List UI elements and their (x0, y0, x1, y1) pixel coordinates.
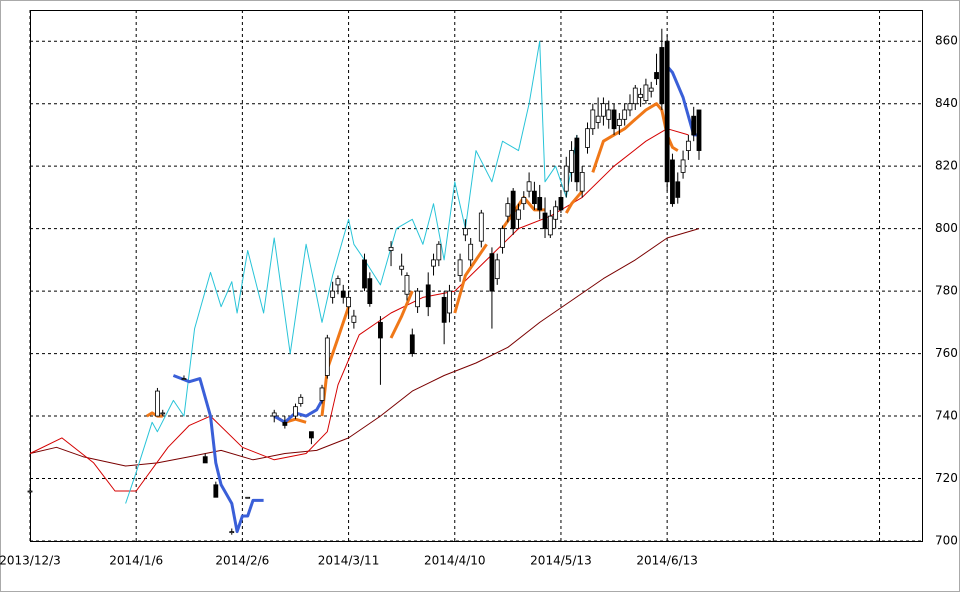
grid (29, 10, 922, 542)
candle-body (664, 40, 670, 183)
candle-body (654, 72, 659, 80)
candle-body (431, 259, 436, 267)
candle-body (595, 115, 601, 123)
candle-body (547, 215, 553, 236)
y-tick-label: 800 (935, 221, 958, 235)
candle-body (367, 278, 373, 305)
candle-body (245, 496, 251, 499)
candle-body (537, 197, 543, 211)
candle-body (282, 421, 288, 426)
candle-body (579, 172, 585, 192)
candle-body (319, 387, 325, 401)
candle-body (532, 190, 537, 205)
candle-body (659, 47, 665, 105)
candle-body (436, 243, 442, 261)
x-tick-label: 2014/2/6 (215, 554, 269, 568)
candle-body (627, 103, 633, 111)
candle-body (643, 84, 649, 101)
x-tick-label: 2014/6/13 (636, 554, 698, 568)
candle-body (510, 190, 516, 230)
y-tick-label: 840 (935, 96, 958, 110)
candle-body (229, 531, 235, 534)
candle-body (468, 243, 474, 261)
line-series (125, 40, 578, 504)
candle-body (590, 109, 596, 130)
candle-body (181, 378, 187, 380)
candle-body (632, 87, 638, 105)
candle-body (441, 296, 447, 323)
candle-body (202, 456, 208, 464)
candle-body (309, 431, 314, 439)
candle-body (691, 115, 697, 136)
candle-body (648, 87, 654, 92)
candle-body (611, 109, 617, 130)
candle-body (638, 93, 643, 98)
candle-body (340, 290, 346, 298)
candle-body (622, 109, 628, 120)
candle-body (616, 118, 622, 126)
candle-body (680, 159, 686, 173)
y-tick-label: 740 (935, 409, 958, 423)
candle-body (516, 209, 521, 220)
candle-body (478, 212, 484, 242)
candle-body (675, 181, 681, 198)
candle-body (27, 490, 33, 493)
candle-body (298, 396, 304, 404)
candle-body (425, 284, 431, 308)
candle-body (553, 206, 559, 220)
candles (27, 28, 702, 535)
candle-body (670, 159, 675, 205)
y-tick-label: 720 (935, 471, 958, 485)
candle-body (601, 103, 606, 117)
y-tick-label: 820 (935, 159, 958, 173)
candle-body (585, 128, 590, 148)
candle-body (500, 228, 505, 248)
candle-body (521, 197, 527, 205)
candle-body (447, 290, 452, 314)
candle-body (293, 406, 298, 417)
labels: 700 720 740 760 780 800 820 840 860 2013/12/3 2014… (0, 34, 958, 568)
candle-body (324, 337, 330, 376)
candle-body (563, 165, 569, 192)
candle-body (409, 334, 415, 354)
candle-body (462, 228, 468, 236)
candle-body (542, 212, 548, 230)
candle-body (335, 278, 341, 286)
x-tick-label: 2014/3/11 (318, 554, 380, 568)
x-tick-label: 2013/12/3 (0, 554, 61, 568)
candle-body (346, 296, 351, 308)
y-tick-label: 760 (935, 346, 958, 360)
candle-body (351, 315, 357, 323)
candle-body (388, 246, 394, 251)
line-series (29, 228, 700, 467)
candle-body (415, 290, 420, 308)
candle-body (505, 203, 511, 217)
candle-body (558, 197, 564, 211)
y-tick-label: 860 (935, 34, 958, 48)
candle-body (574, 137, 580, 183)
candle-body (399, 265, 405, 270)
candle-body (271, 412, 277, 417)
candle-body (378, 321, 383, 339)
candle-body (362, 259, 367, 289)
candle-body (685, 140, 691, 151)
candle-body (213, 484, 219, 498)
x-tick-label: 2014/4/10 (424, 554, 486, 568)
candle-body (494, 259, 500, 280)
candle-body (489, 253, 495, 292)
candle-body (404, 275, 410, 295)
candle-body (330, 290, 336, 298)
candle-body (526, 181, 532, 192)
candle-body (155, 390, 160, 417)
y-tick-label: 780 (935, 284, 958, 298)
candle-body (606, 109, 612, 120)
x-tick-label: 2014/1/6 (109, 554, 163, 568)
y-tick-label: 700 (935, 534, 958, 548)
x-tick-label: 2014/5/13 (530, 554, 592, 568)
candle-body (160, 412, 166, 415)
candle-body (457, 259, 463, 276)
candle-body (569, 150, 574, 173)
candle-body (696, 109, 702, 151)
